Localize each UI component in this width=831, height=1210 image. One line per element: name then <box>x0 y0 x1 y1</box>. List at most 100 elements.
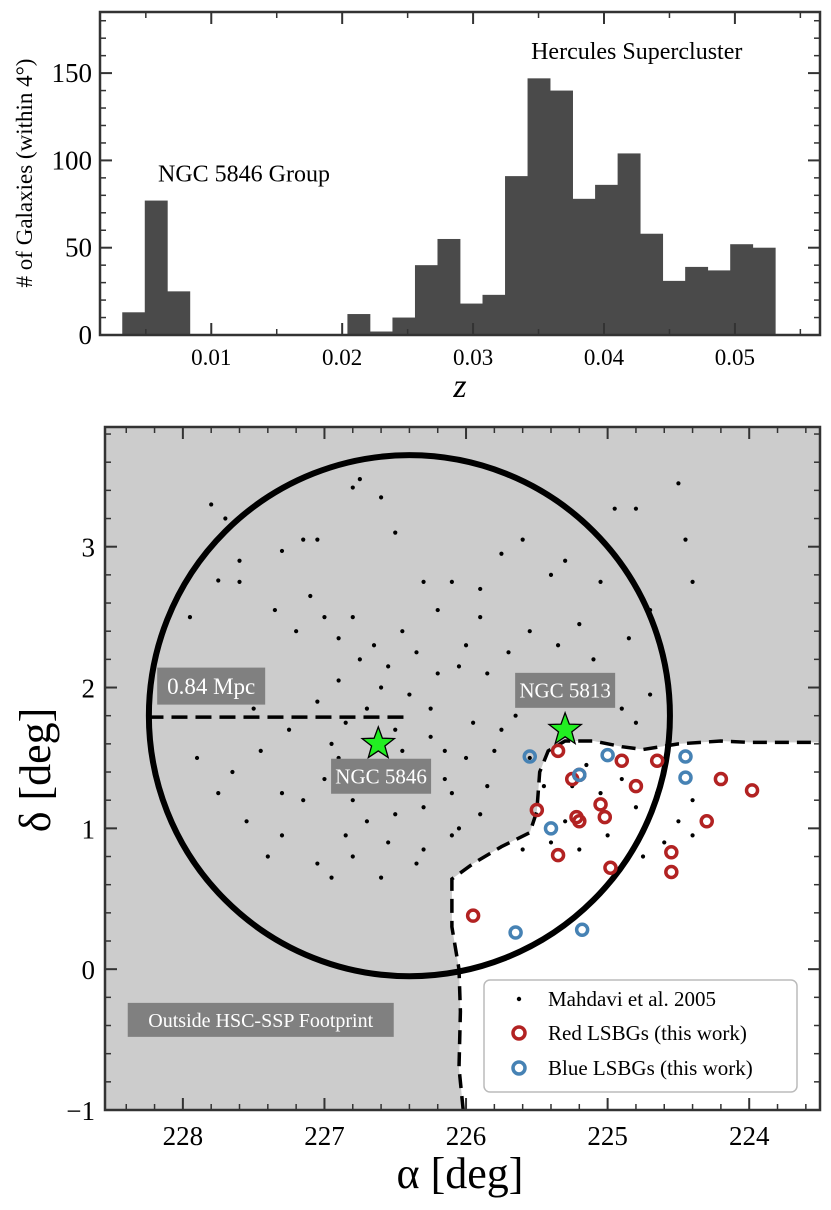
mahdavi-galaxy-point <box>223 516 228 521</box>
mahdavi-galaxy-point <box>690 833 695 838</box>
mahdavi-galaxy-point <box>301 798 306 803</box>
histogram-y-tick-label: 150 <box>52 58 93 88</box>
blue-lsbg-point <box>508 925 523 940</box>
mahdavi-galaxy-point <box>633 506 639 511</box>
mahdavi-galaxy-point <box>393 530 398 535</box>
histogram-bar <box>617 153 641 335</box>
mahdavi-galaxy-point <box>492 748 497 753</box>
histogram-bar <box>730 244 754 335</box>
mahdavi-galaxy-point <box>421 805 426 810</box>
histogram-bar <box>414 265 438 335</box>
mahdavi-galaxy-point <box>378 875 384 880</box>
red-lsbg-point <box>699 814 714 829</box>
mahdavi-galaxy-point <box>527 629 532 634</box>
mahdavi-galaxy-point <box>315 861 320 866</box>
mahdavi-galaxy-point <box>194 755 200 761</box>
mahdavi-galaxy-point <box>407 692 412 697</box>
histogram-bar <box>572 198 596 335</box>
mahdavi-galaxy-point <box>279 791 285 796</box>
mahdavi-galaxy-point <box>471 720 476 725</box>
mahdavi-galaxy-point <box>294 629 299 634</box>
mahdavi-galaxy-point <box>485 671 490 676</box>
mahdavi-galaxy-point <box>237 579 242 585</box>
mahdavi-galaxy-point <box>690 579 695 585</box>
mahdavi-galaxy-point <box>187 615 193 620</box>
star-label-ngc5846-box <box>331 758 432 794</box>
legend-label-mahdavi: Mahdavi et al. 2005 <box>548 987 716 1011</box>
histogram-bar <box>144 200 168 335</box>
mahdavi-galaxy-point <box>690 798 695 803</box>
scale-bar-label: 0.84 Mpc <box>157 667 266 705</box>
mahdavi-galaxy-point <box>301 537 306 542</box>
legend-label-blue-lsbg: Blue LSBGs (this work) <box>548 1056 753 1080</box>
sky-map-x-tick-label: 224 <box>729 1121 770 1151</box>
mahdavi-galaxy-point <box>237 558 242 563</box>
star-label-ngc5813-text: NGC 5813 <box>519 679 611 703</box>
histogram-panel: 0.01 0.02 0.03 0.04 0.05 0 50 100 150 NGC 5846 G… <box>12 10 822 405</box>
sky-map-x-tick-label: 228 <box>163 1121 204 1151</box>
histogram-bar <box>460 303 483 335</box>
scale-bar-label-box <box>157 667 266 705</box>
star-marker-ngc5813 <box>547 710 584 746</box>
red-lsbg-point <box>628 778 644 794</box>
footprint-label-text: Outside HSC-SSP Footprint <box>148 1010 373 1032</box>
mahdavi-galaxy-point <box>265 854 270 859</box>
red-lsbg-point <box>465 908 481 923</box>
mahdavi-galaxy-point <box>655 791 660 796</box>
mahdavi-galaxy-point <box>322 615 327 620</box>
red-lsbg-point <box>713 771 729 787</box>
mahdavi-galaxy-point <box>612 506 617 511</box>
red-lsbg-point <box>664 845 679 860</box>
mahdavi-galaxy-point <box>364 819 370 824</box>
mahdavi-galaxy-point <box>463 755 469 761</box>
mahdavi-galaxy-point <box>449 833 454 838</box>
histogram-bar <box>685 266 709 335</box>
mahdavi-galaxy-point <box>350 854 355 859</box>
sky-map-x-tick-label: 225 <box>587 1121 628 1151</box>
histogram-bar <box>392 317 416 335</box>
mahdavi-galaxy-point <box>520 847 525 852</box>
histogram-x-tick-label: 0.02 <box>322 345 362 370</box>
mahdavi-galaxy-point <box>633 805 639 810</box>
mahdavi-galaxy-point <box>414 650 419 655</box>
histogram-bar <box>550 90 573 335</box>
mahdavi-galaxy-point <box>449 579 454 585</box>
mahdavi-galaxy-point <box>527 755 532 761</box>
mahdavi-galaxy-point <box>393 727 398 732</box>
mahdavi-galaxy-point <box>456 826 462 831</box>
mahdavi-galaxy-point <box>633 720 639 725</box>
blue-lsbg-point <box>522 749 538 764</box>
mahdavi-galaxy-point <box>499 551 504 556</box>
mahdavi-galaxy-point <box>336 636 341 641</box>
annotation-ngc5846-group: NGC 5846 Group <box>158 161 330 187</box>
mahdavi-galaxy-point <box>577 622 582 627</box>
mahdavi-galaxy-point <box>216 578 221 583</box>
mahdavi-galaxy-point <box>386 664 391 669</box>
histogram-x-tick-label: 0.04 <box>584 345 625 370</box>
mahdavi-galaxy-point <box>350 615 355 620</box>
mahdavi-galaxy-point <box>563 558 568 563</box>
mahdavi-galaxy-point <box>435 671 440 676</box>
histogram-x-tick-label: 0.01 <box>191 345 231 370</box>
mahdavi-galaxy-point <box>478 812 483 817</box>
mahdavi-galaxy-point <box>279 548 285 554</box>
mahdavi-galaxy-point <box>350 798 355 803</box>
mahdavi-galaxy-point <box>400 629 405 634</box>
histogram-frame <box>98 10 822 337</box>
legend-label-red-lsbg: Red LSBGs (this work) <box>548 1021 747 1045</box>
histogram-bar <box>122 312 146 335</box>
mahdavi-galaxy-point <box>619 776 624 782</box>
sky-map-x-tick-label: 226 <box>446 1121 487 1151</box>
mahdavi-galaxy-point <box>598 791 603 796</box>
mahdavi-galaxy-point <box>478 586 483 592</box>
red-lsbg-point <box>664 864 679 880</box>
blue-lsbg-point <box>572 767 587 783</box>
red-lsbg-point <box>649 753 665 769</box>
blue-lsbg-point <box>678 749 693 764</box>
blue-lsbg-point <box>574 922 590 937</box>
mahdavi-galaxy-point <box>485 784 490 789</box>
histogram-bar <box>527 78 551 335</box>
mahdavi-galaxy-point <box>357 477 362 482</box>
sky-map-frame <box>103 425 822 1112</box>
